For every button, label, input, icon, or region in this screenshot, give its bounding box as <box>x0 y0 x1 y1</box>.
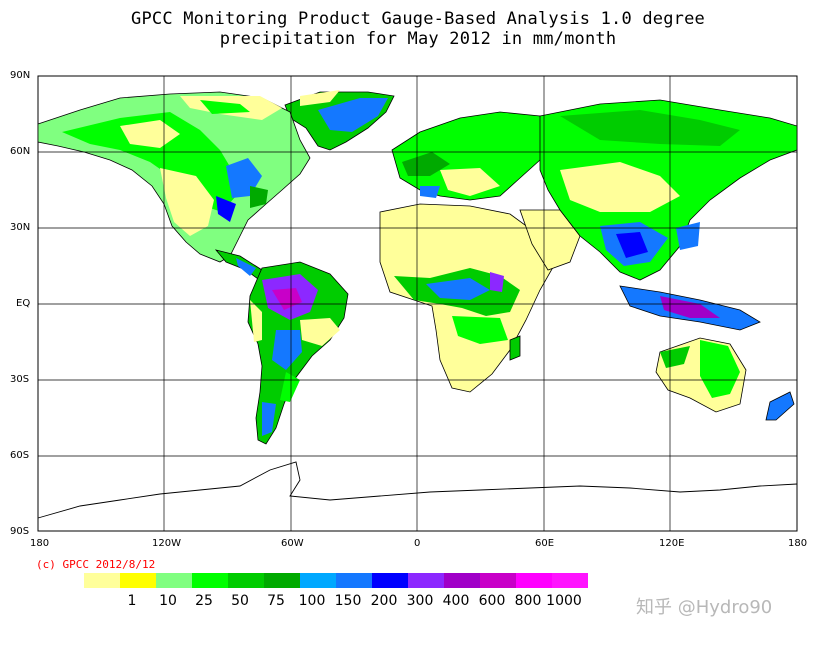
new-zealand <box>765 391 795 421</box>
legend-swatch <box>480 573 516 588</box>
legend-swatch <box>552 573 588 588</box>
map-title-line2: precipitation for May 2012 in mm/month <box>219 29 617 49</box>
legend-label: 150 <box>334 593 362 609</box>
legend-swatch <box>408 573 444 588</box>
legend-label: 1000 <box>546 593 582 609</box>
lat-label-30n: 30N <box>10 222 31 233</box>
legend-label: 800 <box>514 593 542 609</box>
legend-swatch <box>336 573 372 588</box>
legend-swatch <box>372 573 408 588</box>
lon-label-120w: 120W <box>152 538 181 549</box>
legend-label: 400 <box>442 593 470 609</box>
legend-swatch <box>228 573 264 588</box>
legend-label: 50 <box>231 593 249 609</box>
lon-label-60e: 60E <box>535 538 555 549</box>
lat-label-60s: 60S <box>10 450 30 461</box>
lat-label-60n: 60N <box>10 146 31 157</box>
graticule <box>38 76 797 531</box>
legend-label: 75 <box>267 593 285 609</box>
legend-swatch <box>300 573 336 588</box>
legend-swatch <box>264 573 300 588</box>
watermark: 知乎 @Hydro90 <box>636 597 773 618</box>
lat-label-90n: 90N <box>10 70 31 81</box>
legend-colorbar <box>84 573 588 588</box>
legend-label: 300 <box>406 593 434 609</box>
legend-swatch <box>156 573 192 588</box>
lat-label-30s: 30S <box>10 374 30 385</box>
legend-label: 600 <box>478 593 506 609</box>
legend-label: 200 <box>370 593 398 609</box>
lat-label-eq: EQ <box>16 298 31 309</box>
legend-label: 1 <box>127 593 137 609</box>
copyright-text: (c) GPCC 2012/8/12 <box>36 558 156 571</box>
lon-label-180e: 180 <box>788 538 808 549</box>
legend-swatch <box>84 573 120 588</box>
legend-label: 100 <box>298 593 326 609</box>
map-title-line1: GPCC Monitoring Product Gauge-Based Anal… <box>131 9 705 29</box>
legend-swatch <box>120 573 156 588</box>
legend-swatch <box>516 573 552 588</box>
lon-label-60w: 60W <box>281 538 304 549</box>
legend-swatch <box>444 573 480 588</box>
antarctica <box>37 461 798 519</box>
legend-label: 25 <box>195 593 213 609</box>
lon-label-0: 0 <box>414 538 421 549</box>
lon-label-180w: 180 <box>30 538 50 549</box>
legend-label: 10 <box>159 593 177 609</box>
madagascar <box>509 335 521 361</box>
legend-swatch <box>192 573 228 588</box>
lon-label-120e: 120E <box>659 538 685 549</box>
lat-label-90s: 90S <box>10 526 30 537</box>
